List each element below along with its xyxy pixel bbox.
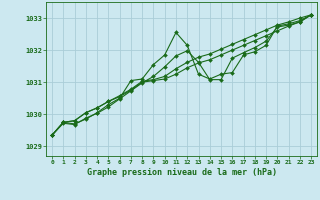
X-axis label: Graphe pression niveau de la mer (hPa): Graphe pression niveau de la mer (hPa) — [87, 168, 276, 177]
